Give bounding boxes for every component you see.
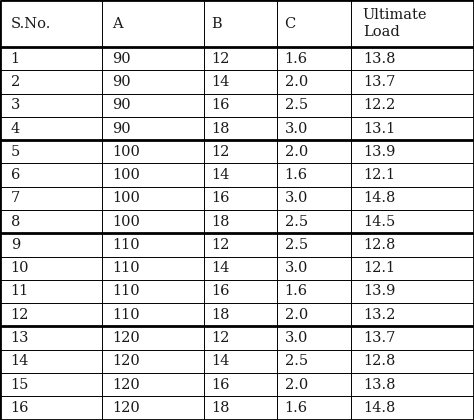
Text: 16: 16 bbox=[211, 378, 230, 391]
Text: 16: 16 bbox=[211, 98, 230, 112]
Text: 18: 18 bbox=[211, 215, 230, 228]
Text: 4: 4 bbox=[10, 121, 20, 136]
Text: 13: 13 bbox=[10, 331, 29, 345]
Text: 14.8: 14.8 bbox=[363, 192, 395, 205]
Text: 14: 14 bbox=[211, 354, 229, 368]
Text: 3.0: 3.0 bbox=[284, 192, 308, 205]
Text: 18: 18 bbox=[211, 401, 230, 415]
Text: 12.2: 12.2 bbox=[363, 98, 395, 112]
Text: 14: 14 bbox=[211, 168, 229, 182]
Text: 110: 110 bbox=[112, 261, 140, 275]
Text: 13.8: 13.8 bbox=[363, 52, 395, 66]
Text: 120: 120 bbox=[112, 378, 140, 391]
Text: 2.0: 2.0 bbox=[284, 145, 308, 159]
Text: 2.0: 2.0 bbox=[284, 378, 308, 391]
Text: 9: 9 bbox=[10, 238, 20, 252]
Text: 12.1: 12.1 bbox=[363, 261, 395, 275]
Text: 15: 15 bbox=[10, 378, 29, 391]
Text: 12.1: 12.1 bbox=[363, 168, 395, 182]
Text: 90: 90 bbox=[112, 75, 131, 89]
Text: 12: 12 bbox=[211, 52, 229, 66]
Text: 100: 100 bbox=[112, 192, 140, 205]
Text: 13.8: 13.8 bbox=[363, 378, 395, 391]
Text: 2: 2 bbox=[10, 75, 20, 89]
Text: 1.6: 1.6 bbox=[284, 401, 308, 415]
Text: 16: 16 bbox=[211, 284, 230, 299]
Text: 12: 12 bbox=[211, 145, 229, 159]
Text: 12: 12 bbox=[10, 308, 29, 322]
Text: 8: 8 bbox=[10, 215, 20, 228]
Text: 2.5: 2.5 bbox=[284, 238, 308, 252]
Text: 120: 120 bbox=[112, 401, 140, 415]
Text: 16: 16 bbox=[10, 401, 29, 415]
Text: 120: 120 bbox=[112, 354, 140, 368]
Text: 12.8: 12.8 bbox=[363, 354, 395, 368]
Text: 90: 90 bbox=[112, 52, 131, 66]
Text: 3.0: 3.0 bbox=[284, 261, 308, 275]
Text: 10: 10 bbox=[10, 261, 29, 275]
Text: 14.5: 14.5 bbox=[363, 215, 395, 228]
Text: Ultimate
Load: Ultimate Load bbox=[363, 8, 428, 39]
Text: 12: 12 bbox=[211, 238, 229, 252]
Text: 3.0: 3.0 bbox=[284, 121, 308, 136]
Text: 14.8: 14.8 bbox=[363, 401, 395, 415]
Text: 90: 90 bbox=[112, 121, 131, 136]
Text: 100: 100 bbox=[112, 145, 140, 159]
Text: 110: 110 bbox=[112, 284, 140, 299]
Text: 3: 3 bbox=[10, 98, 20, 112]
Text: 13.7: 13.7 bbox=[363, 331, 395, 345]
Text: 100: 100 bbox=[112, 215, 140, 228]
Text: 1: 1 bbox=[10, 52, 20, 66]
Text: 2.5: 2.5 bbox=[284, 98, 308, 112]
Text: 2.5: 2.5 bbox=[284, 354, 308, 368]
Text: 2.0: 2.0 bbox=[284, 308, 308, 322]
Text: C: C bbox=[284, 17, 296, 31]
Text: 13.7: 13.7 bbox=[363, 75, 395, 89]
Text: 12: 12 bbox=[211, 331, 229, 345]
Text: 1.6: 1.6 bbox=[284, 52, 308, 66]
Text: 18: 18 bbox=[211, 121, 230, 136]
Text: 14: 14 bbox=[10, 354, 29, 368]
Text: 13.2: 13.2 bbox=[363, 308, 395, 322]
Text: S.No.: S.No. bbox=[10, 17, 51, 31]
Text: 12.8: 12.8 bbox=[363, 238, 395, 252]
Text: 120: 120 bbox=[112, 331, 140, 345]
Text: 11: 11 bbox=[10, 284, 29, 299]
Text: 14: 14 bbox=[211, 75, 229, 89]
Text: 3.0: 3.0 bbox=[284, 331, 308, 345]
Text: 100: 100 bbox=[112, 168, 140, 182]
Text: A: A bbox=[112, 17, 123, 31]
Text: 7: 7 bbox=[10, 192, 20, 205]
Text: 14: 14 bbox=[211, 261, 229, 275]
Text: 13.9: 13.9 bbox=[363, 284, 395, 299]
Text: 110: 110 bbox=[112, 308, 140, 322]
Text: 2.0: 2.0 bbox=[284, 75, 308, 89]
Text: 13.1: 13.1 bbox=[363, 121, 395, 136]
Text: 16: 16 bbox=[211, 192, 230, 205]
Text: 90: 90 bbox=[112, 98, 131, 112]
Text: 5: 5 bbox=[10, 145, 20, 159]
Text: B: B bbox=[211, 17, 222, 31]
Text: 13.9: 13.9 bbox=[363, 145, 395, 159]
Text: 2.5: 2.5 bbox=[284, 215, 308, 228]
Text: 1.6: 1.6 bbox=[284, 284, 308, 299]
Text: 18: 18 bbox=[211, 308, 230, 322]
Text: 1.6: 1.6 bbox=[284, 168, 308, 182]
Text: 6: 6 bbox=[10, 168, 20, 182]
Text: 110: 110 bbox=[112, 238, 140, 252]
